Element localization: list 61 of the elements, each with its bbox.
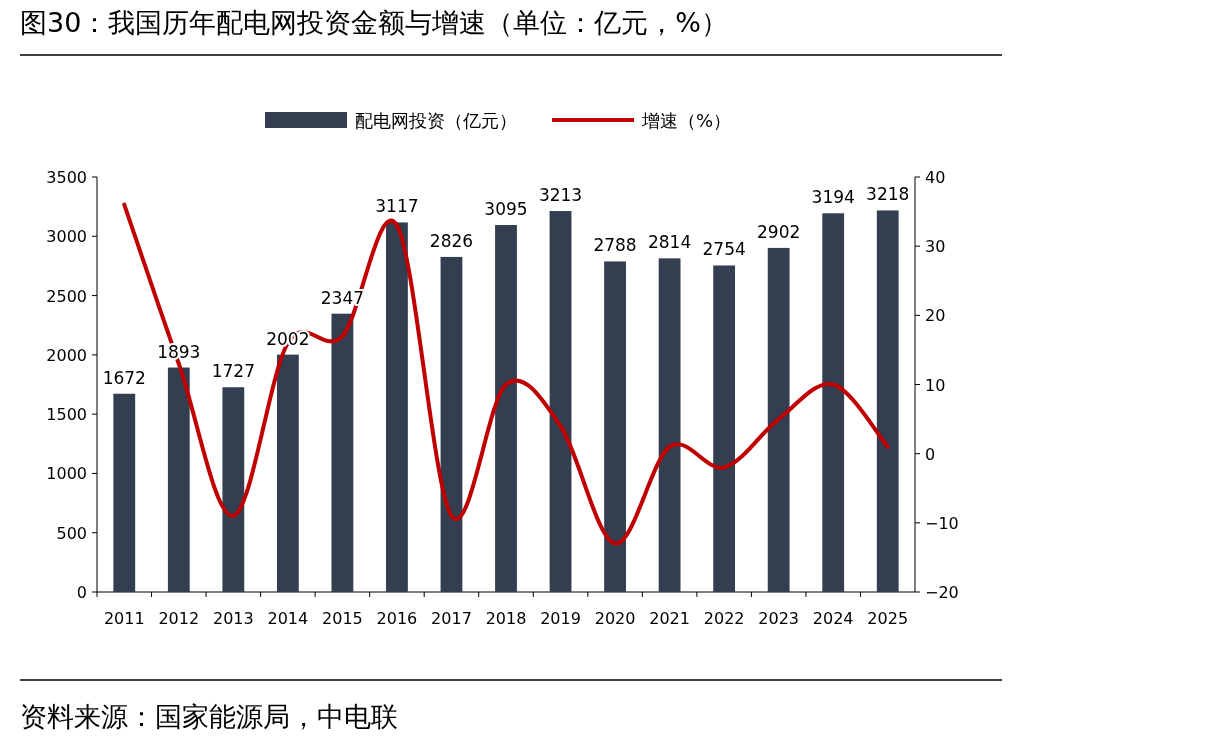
x-tick-label: 2020 [594,609,636,628]
y2-tick-label: 10 [925,375,946,395]
bar [822,213,845,592]
x-tick-label: 2013 [212,609,254,628]
y2-tick-label: −20 [925,583,959,602]
text: 资料来源：国家能源局，中电联 [20,701,398,732]
x-tick-label: 2021 [649,609,690,628]
bar [495,225,517,592]
bar [604,261,626,592]
x-tick-label: 2018 [485,609,527,628]
y-tick-label: 2000 [46,345,87,365]
chart-title: 图30：我国历年配电网投资金额与增速（单位：亿元，%） [20,7,729,38]
data-label: 2902 [757,221,801,242]
bar [440,256,463,592]
legend-label: 配电网投资（亿元） [355,110,517,131]
bar [276,354,299,592]
bar [222,387,245,592]
y-tick-label: 3000 [46,227,87,247]
y-tick-label: 1500 [46,405,87,425]
y2-tick-label: 0 [925,444,936,464]
y2-tick-label: 20 [925,306,946,326]
data-label: 2826 [429,230,474,251]
data-label: 1672 [102,367,146,388]
x-tick-label: 2016 [376,609,418,628]
x-tick-label: 2019 [540,609,581,628]
x-tick-label: 2025 [867,609,909,628]
y-tick-label: 500 [56,523,87,543]
data-label: 2754 [702,239,746,260]
x-tick-label: 2024 [812,609,854,628]
data-label: 3194 [811,187,855,208]
data-label: 3095 [484,199,528,220]
y2-tick-label: −10 [925,513,959,533]
legend-label: 增速（%） [641,110,732,131]
x-tick-label: 2022 [703,609,745,628]
data-label: 3218 [866,184,910,205]
data-label: 2788 [593,235,637,256]
x-tick-label: 2012 [158,609,200,628]
x-tick-label: 2015 [322,609,363,628]
x-tick-label: 2023 [758,609,800,628]
bar [167,367,190,592]
bar [767,247,790,592]
y2-tick-label: 30 [925,237,946,257]
data-label: 2814 [647,232,692,253]
bar [386,222,408,592]
bar [658,258,681,592]
y-tick-label: 0 [76,583,87,602]
bar [876,210,899,592]
bar [113,393,136,592]
data-label: 3213 [538,185,583,206]
y-tick-label: 2500 [46,286,87,306]
data-label: 1727 [211,361,255,382]
y-tick-label: 3500 [46,168,87,187]
bar [331,313,354,592]
bar [549,211,572,592]
x-tick-label: 2014 [267,609,309,628]
bar [713,265,736,592]
y-tick-label: 1000 [46,464,87,484]
x-tick-label: 2011 [103,609,145,628]
data-label: 3117 [375,196,419,217]
x-tick-label: 2017 [431,609,472,628]
y2-tick-label: 40 [925,168,946,187]
